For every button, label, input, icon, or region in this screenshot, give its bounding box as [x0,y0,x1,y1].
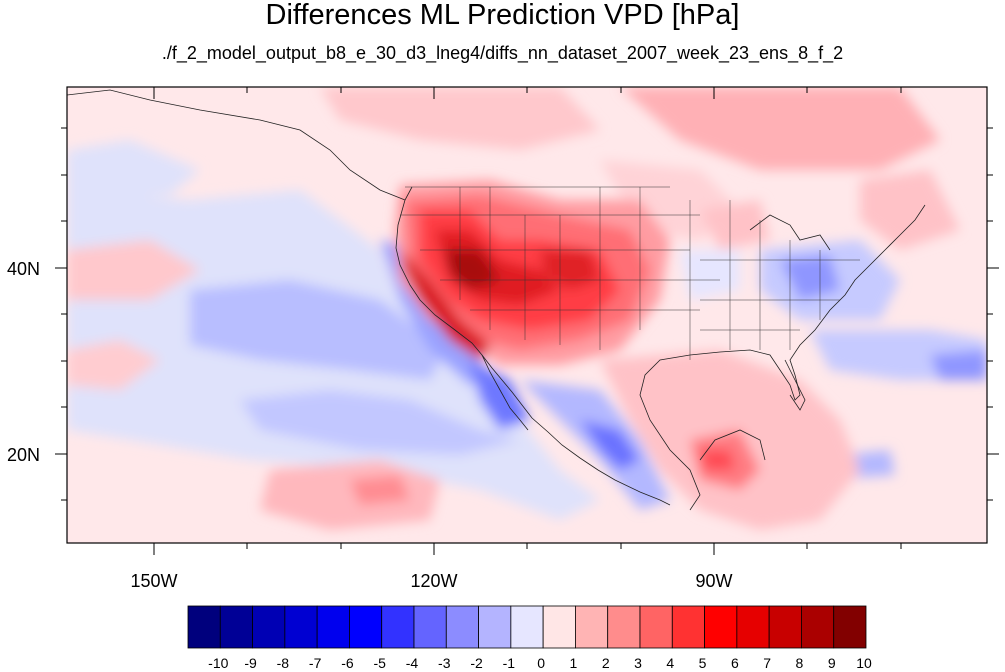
lat-label-40n: 40N [7,259,40,279]
colorbar-tick-label: -6 [341,655,354,671]
map-subtitle: ./f_2_model_output_b8_e_30_d3_lneg4/diff… [161,43,844,63]
colorbar-swatch [542,605,576,649]
colorbar-swatch [768,605,802,649]
colorbar-swatch [381,605,415,649]
colorbar-tick-label: -10 [208,655,228,671]
colorbar-swatch [413,605,447,649]
colorbar-tick-label: -8 [277,655,290,671]
colorbar-swatch [833,605,867,649]
colorbar-tick-label: 2 [602,655,610,671]
colorbar-swatch [671,605,705,649]
colorbar-swatch [607,605,641,649]
colorbar-tick-label: -2 [470,655,483,671]
colorbar-swatch [478,605,512,649]
colorbar-tick-label: 5 [699,655,707,671]
colorbar-tick-label: -5 [373,655,386,671]
colorbar-swatch [316,605,350,649]
lat-label-20n: 20N [7,445,40,465]
colorbar-tick-label: 1 [570,655,578,671]
colorbar-tick-label: -4 [406,655,419,671]
colorbar-tick-label: 3 [634,655,642,671]
colorbar-tick-label: -9 [244,655,257,671]
state-borders [400,186,860,360]
colorbar-tick-label: 9 [828,655,836,671]
colorbar-swatch [445,605,479,649]
colorbar-tick-label: -7 [309,655,322,671]
map-title: Differences ML Prediction VPD [hPa] [265,0,740,31]
vpd-difference-field [67,87,987,543]
colorbar-swatch [510,605,544,649]
colorbar-swatch [736,605,770,649]
colorbar-tick-label: 8 [796,655,804,671]
colorbar-swatch [704,605,738,649]
colorbar-tick-label: 4 [666,655,674,671]
coastlines [67,89,926,511]
lon-label-150w: 150W [130,571,177,591]
colorbar-tick-label: -1 [503,655,516,671]
colorbar-tick-label: 6 [731,655,739,671]
axis-ticks [55,87,999,555]
colorbar-swatch [284,605,318,649]
colorbar-tick-label: 10 [856,655,872,671]
colorbar-swatch [252,605,286,649]
colorbar-swatch [349,605,383,649]
colorbar-swatch [575,605,609,649]
colorbar-labels: -10 -9 -8 -7 -6 -5 -4 -3 -2 -1 0 1 2 3 4 5 6 7 8 9 10 [208,655,872,671]
colorbar-swatch [187,605,221,649]
colorbar-tick-label: 0 [537,655,545,671]
lon-label-120w: 120W [410,571,457,591]
colorbar-swatch [219,605,253,649]
lon-label-90w: 90W [695,571,732,591]
colorbar-tick-label: -3 [438,655,451,671]
colorbar [187,605,867,649]
colorbar-swatch [801,605,835,649]
colorbar-tick-label: 7 [763,655,771,671]
colorbar-swatch [639,605,673,649]
